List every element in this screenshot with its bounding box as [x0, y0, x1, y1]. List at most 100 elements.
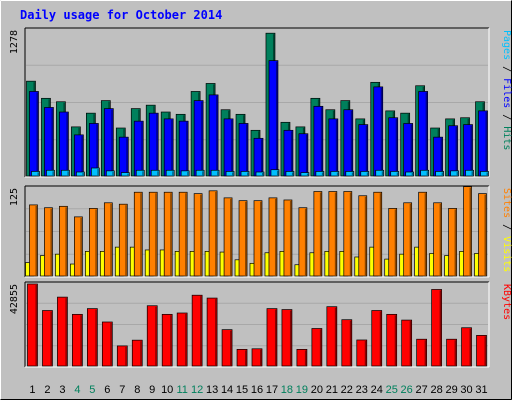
bar-sites [89, 208, 98, 277]
bar-pages [375, 169, 385, 177]
day-26-bars [401, 319, 413, 367]
day-9-bars [145, 104, 160, 177]
bar-sites [403, 202, 413, 277]
day-13-bars [206, 297, 218, 367]
day-12-bars [189, 193, 203, 277]
bar-sites-shade [95, 209, 97, 276]
bar-sites [163, 191, 173, 277]
bar-pages-shade [276, 170, 279, 176]
bar-kbytes-fill [356, 339, 368, 367]
bar-pages-fill [480, 171, 489, 177]
bar-kbytes [251, 348, 263, 367]
bar-sites-shade [230, 198, 232, 276]
bar-kbytes [27, 283, 38, 367]
day-10-bars [160, 111, 175, 177]
panel-3: 42855 KBytes [9, 281, 512, 368]
bar-kbytes-shade [379, 311, 382, 366]
bar-sites-fill [253, 200, 263, 277]
day-30-bars [461, 327, 472, 367]
bar-sites [223, 197, 233, 277]
day-1-bars [26, 80, 40, 177]
bar-sites-fill [478, 193, 487, 277]
bar-sites-shade [215, 191, 217, 276]
bar-kbytes-shade [110, 322, 112, 366]
x-tick-label: 22 [341, 384, 353, 396]
day-14-bars [219, 197, 233, 277]
bar-pages-shade [306, 173, 309, 176]
x-tick-label: 27 [416, 384, 428, 396]
bar-sites-fill [418, 191, 427, 277]
bar-kbytes [431, 289, 442, 367]
bar-files-shade [320, 107, 323, 176]
day-4-bars [72, 313, 83, 367]
day-7-bars [114, 203, 128, 277]
bar-sites-shade [110, 203, 112, 276]
day-17-bars [264, 197, 278, 277]
bar-sites-fill [433, 202, 442, 277]
bar-files [238, 123, 249, 177]
bar-kbytes [401, 319, 413, 367]
bar-files-shade [365, 125, 368, 176]
bar-pages-fill [390, 171, 400, 177]
bar-pages [390, 171, 400, 177]
bar-files [298, 133, 309, 177]
bar-kbytes-fill [296, 349, 308, 367]
bar-pages-shade [366, 172, 369, 176]
bar-pages-fill [465, 169, 474, 177]
bar-kbytes-shade [260, 349, 262, 366]
day-18-bars [280, 121, 295, 177]
day-27-bars [416, 338, 427, 367]
bar-kbytes-shade [215, 299, 217, 366]
x-tick-label: 28 [430, 384, 442, 396]
day-16-bars [250, 129, 265, 177]
bar-pages [420, 169, 429, 177]
bar-pages [285, 171, 295, 177]
bar-sites [193, 193, 203, 277]
bar-kbytes [416, 338, 427, 367]
bar-kbytes [176, 312, 188, 367]
bar-pages-fill [405, 171, 415, 177]
bar-kbytes-shade [334, 307, 337, 366]
bar-pages-shade [262, 173, 264, 176]
bar-kbytes-shade [484, 336, 487, 366]
bar-sites-shade [409, 203, 412, 276]
bar-sites-fill [238, 200, 248, 277]
day-11-bars [175, 113, 190, 177]
bar-kbytes [72, 313, 83, 367]
bar-kbytes [116, 345, 128, 367]
x-tick-label: 2 [44, 384, 50, 396]
bar-pages [105, 170, 115, 177]
bar-kbytes-fill [401, 319, 413, 367]
bar-kbytes-fill [206, 297, 218, 367]
day-20-bars [309, 191, 323, 277]
bar-kbytes-shade [140, 341, 142, 366]
bar-pages-shade [187, 171, 189, 176]
bar-pages-fill [150, 169, 160, 177]
legend: Sites / Visits [501, 188, 512, 272]
bar-pages-fill [105, 170, 115, 177]
bar-sites-fill [133, 191, 143, 277]
axis-max-label: 125 [9, 188, 20, 206]
day-21-bars [325, 109, 340, 177]
x-tick-label: 7 [119, 384, 125, 396]
bar-sites-shade [50, 208, 52, 276]
bar-kbytes-shade [230, 330, 232, 366]
bar-kbytes-fill [386, 313, 398, 367]
day-17-bars [266, 308, 278, 367]
x-tick-label: 4 [74, 384, 80, 396]
bar-kbytes-fill [281, 309, 293, 367]
bar-kbytes [191, 294, 203, 367]
bar-kbytes [266, 308, 278, 367]
bar-pages-fill [420, 169, 429, 177]
bar-sites-shade [394, 209, 397, 276]
bar-files-shade [305, 134, 308, 176]
bar-sites-shade [424, 193, 427, 276]
bar-kbytes-shade [50, 311, 52, 366]
bar-files [163, 118, 174, 177]
legend-item-4: / [501, 108, 512, 126]
bar-sites-fill [343, 191, 353, 277]
day-3-bars [56, 101, 70, 177]
bar-sites [448, 208, 457, 277]
day-5-bars [87, 308, 98, 367]
day-18-bars [281, 309, 293, 367]
